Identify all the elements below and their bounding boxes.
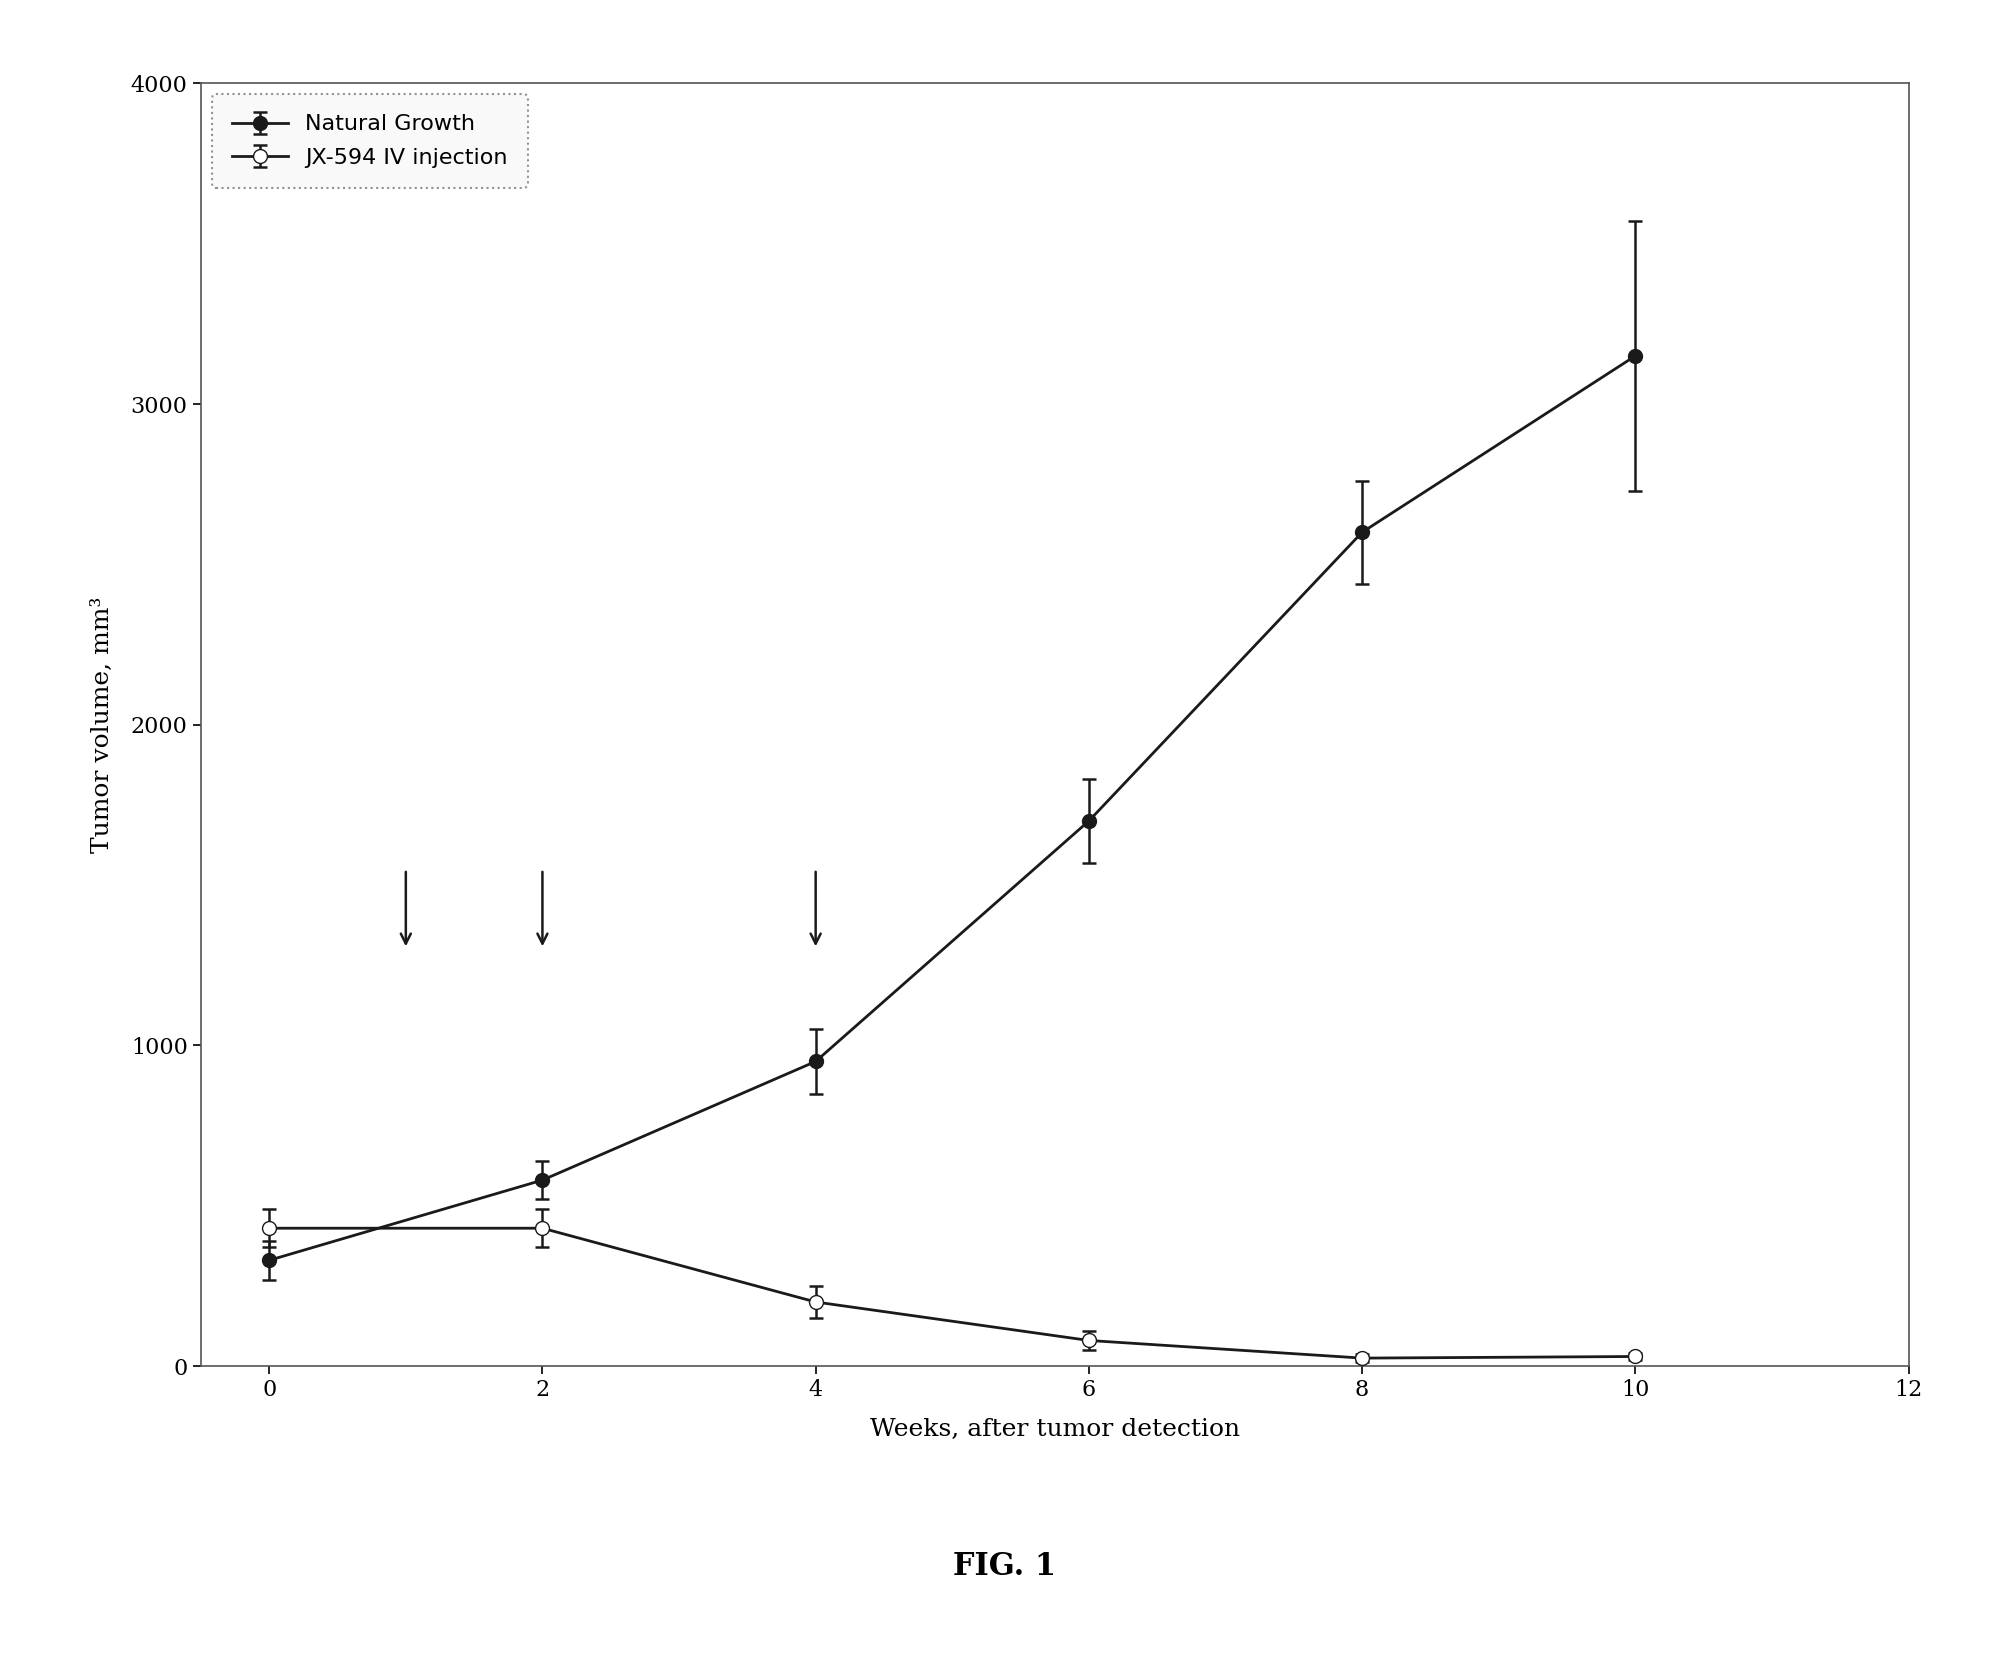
Y-axis label: Tumor volume, mm³: Tumor volume, mm³ — [90, 596, 115, 853]
Text: FIG. 1: FIG. 1 — [952, 1551, 1057, 1581]
Legend: Natural Growth, JX-594 IV injection: Natural Growth, JX-594 IV injection — [213, 95, 528, 188]
X-axis label: Weeks, after tumor detection: Weeks, after tumor detection — [870, 1418, 1240, 1441]
